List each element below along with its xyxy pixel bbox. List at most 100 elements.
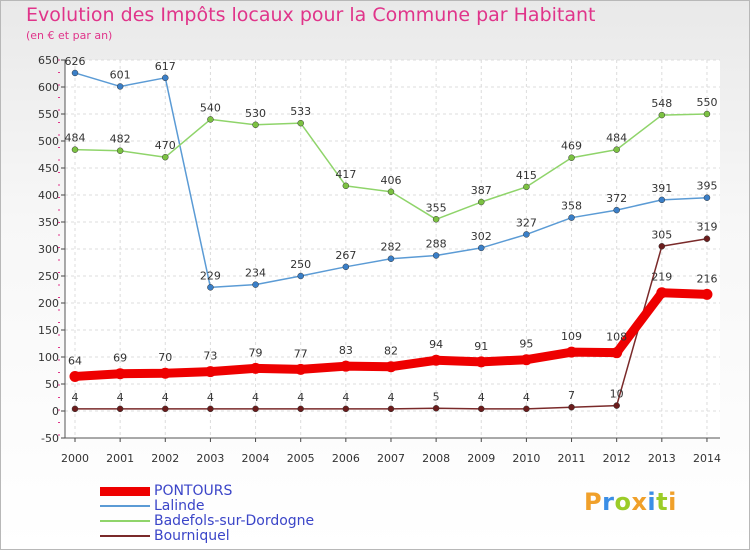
logo-letter: P <box>584 488 603 516</box>
data-point <box>478 244 485 252</box>
data-point <box>162 153 169 161</box>
y-tick-label: 50 <box>45 378 59 391</box>
data-label: 395 <box>696 180 717 193</box>
data-label: 4 <box>297 391 304 404</box>
data-label: 358 <box>561 200 582 213</box>
data-point <box>430 354 442 366</box>
data-point <box>297 405 304 413</box>
data-point <box>342 263 350 271</box>
legend-label: Badefols-sur-Dordogne <box>154 513 315 529</box>
y-tick-label: -50 <box>41 432 59 445</box>
data-label: 229 <box>200 269 221 282</box>
data-label: 550 <box>696 96 717 109</box>
legend-swatch <box>100 487 150 496</box>
data-point <box>295 363 307 375</box>
data-label: 4 <box>342 391 349 404</box>
data-label: 5 <box>433 390 440 403</box>
data-label: 305 <box>651 228 672 241</box>
data-point <box>71 69 79 77</box>
data-label: 91 <box>474 340 488 353</box>
data-point <box>566 346 578 358</box>
y-tick-label: 400 <box>38 189 59 202</box>
data-label: 533 <box>290 105 311 118</box>
data-point <box>340 360 352 372</box>
data-label: 484 <box>606 132 627 145</box>
logo-letter: i <box>647 488 657 516</box>
data-label: 250 <box>290 258 311 271</box>
data-label: 4 <box>117 391 124 404</box>
data-point <box>432 405 440 412</box>
y-tick-label: 100 <box>38 351 59 364</box>
data-label: 387 <box>471 184 492 197</box>
x-tick-label: 2011 <box>558 452 586 465</box>
data-point <box>204 366 216 378</box>
data-label: 7 <box>568 389 575 402</box>
data-point <box>162 405 169 413</box>
data-point <box>252 405 259 413</box>
data-label: 69 <box>113 352 127 365</box>
y-tick-label: 0 <box>52 405 59 418</box>
data-label: 4 <box>72 391 79 404</box>
data-point <box>701 288 713 300</box>
proxiti-logo: Proxiti <box>584 488 677 516</box>
data-point <box>71 405 79 413</box>
legend-label: Bourniquel <box>154 528 230 544</box>
y-tick-label: 450 <box>38 162 59 175</box>
data-label: 469 <box>561 140 582 153</box>
data-label: 482 <box>110 133 131 146</box>
y-tick-label: 550 <box>38 108 59 121</box>
data-point <box>71 146 79 153</box>
x-tick-label: 2013 <box>648 452 676 465</box>
legend-swatch <box>100 520 150 522</box>
logo-letter: o <box>614 488 632 516</box>
data-label: 4 <box>523 391 530 404</box>
data-point <box>116 83 124 90</box>
x-tick-label: 2007 <box>377 452 405 465</box>
data-point <box>568 154 575 161</box>
y-tick-label: 300 <box>38 243 59 256</box>
data-point <box>114 368 126 380</box>
data-label: 288 <box>426 237 447 250</box>
data-point <box>432 252 440 259</box>
x-tick-label: 2006 <box>332 452 360 465</box>
data-label: 4 <box>387 391 394 404</box>
data-label: 95 <box>519 338 533 351</box>
data-label: 216 <box>696 272 717 285</box>
data-label: 64 <box>68 354 82 367</box>
data-label: 601 <box>110 68 131 81</box>
x-tick-label: 2012 <box>603 452 631 465</box>
data-label: 548 <box>651 97 672 110</box>
data-label: 417 <box>335 168 356 181</box>
data-point <box>387 255 395 262</box>
data-point <box>207 284 214 291</box>
y-tick-label: 200 <box>38 297 59 310</box>
logo-letter: x <box>631 488 648 516</box>
data-label: 530 <box>245 107 266 120</box>
chart-subtitle: (en € et par an) <box>26 29 113 42</box>
data-label: 626 <box>65 55 86 68</box>
data-label: 109 <box>561 330 582 343</box>
data-point <box>385 361 397 373</box>
data-label: 4 <box>478 391 485 404</box>
data-point <box>116 147 124 154</box>
y-tick-label: 650 <box>38 54 59 67</box>
data-point <box>387 405 395 413</box>
data-label: 327 <box>516 216 537 229</box>
data-point <box>162 74 169 82</box>
legend-swatch <box>100 505 150 507</box>
data-point <box>207 116 214 123</box>
data-point <box>703 194 711 201</box>
data-point <box>613 206 620 214</box>
y-tick-label: 350 <box>38 216 59 229</box>
data-point <box>523 231 530 238</box>
x-tick-label: 2008 <box>422 452 450 465</box>
logo-letter: r <box>602 488 615 516</box>
data-point <box>342 182 350 190</box>
data-label: 406 <box>380 174 401 187</box>
data-label: 219 <box>651 271 672 284</box>
data-label: 4 <box>207 391 214 404</box>
data-label: 234 <box>245 267 266 280</box>
data-label: 73 <box>203 350 217 363</box>
legend-swatch <box>100 535 150 537</box>
